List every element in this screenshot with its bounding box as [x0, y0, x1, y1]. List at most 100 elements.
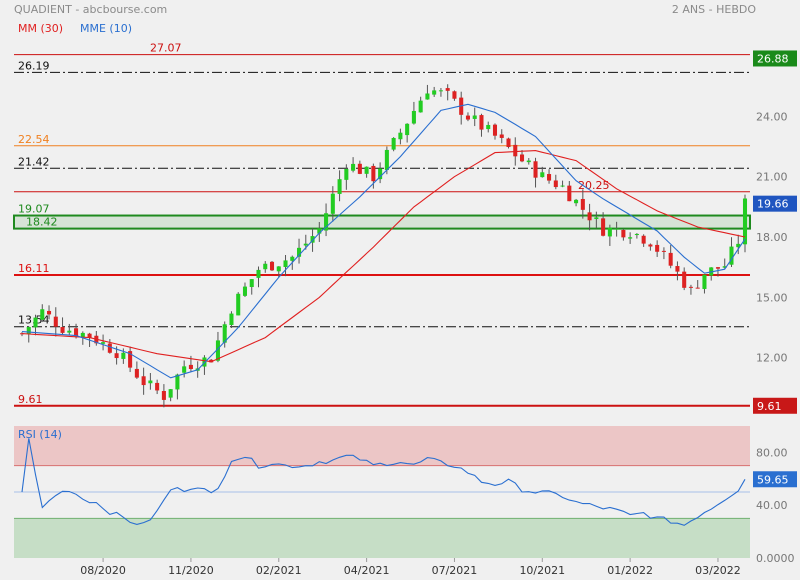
candle-body [594, 217, 599, 220]
zone-bottom-label: 18.42 [26, 216, 58, 229]
candle-body [418, 100, 423, 113]
candle-body [242, 286, 248, 296]
rsi-title: RSI (14) [18, 428, 62, 441]
candle-body [601, 218, 606, 236]
candle-body [351, 163, 356, 171]
candle-body [297, 247, 302, 257]
level-label: 16.11 [18, 262, 50, 275]
candle-body [425, 93, 430, 100]
level-label: 21.42 [18, 155, 50, 168]
rsi-tick-label: 80.00 [756, 446, 788, 459]
candle-body [628, 237, 633, 239]
candle-body [574, 199, 579, 204]
candle-body [222, 324, 227, 343]
candle-body [87, 333, 92, 338]
price-tick-label: 12.00 [756, 352, 788, 365]
candle-body [540, 172, 545, 178]
candle-body [533, 161, 538, 178]
candle-body [80, 332, 85, 338]
candle-body [675, 266, 680, 272]
candle-body [567, 185, 572, 202]
candle-body [405, 123, 410, 136]
rsi-overbought-band [14, 426, 750, 466]
candle-body [182, 366, 187, 373]
candle-body [148, 380, 153, 384]
candle-body [371, 165, 376, 182]
candle-body [472, 115, 477, 119]
candle-body [526, 160, 531, 163]
x-tick-label: 03/2022 [695, 564, 741, 577]
zone-top-label: 19.07 [18, 203, 50, 216]
level-label: 26.19 [18, 59, 50, 72]
price-tick-label: 15.00 [756, 291, 788, 304]
price-badge [753, 50, 797, 67]
candle-body [668, 252, 673, 266]
rsi-oversold-band [14, 518, 750, 558]
chart-period: 2 ANS - HEBDO [671, 3, 756, 16]
candle-body [168, 389, 173, 398]
candle-body [155, 382, 160, 391]
candle-body [344, 168, 349, 180]
candle-body [729, 246, 734, 265]
candle-body [107, 343, 112, 353]
candle-body [384, 149, 389, 171]
candle-body [209, 359, 214, 363]
candle-body [682, 271, 687, 288]
rsi-badge [753, 471, 797, 488]
candle-body [317, 228, 322, 234]
candle-body [141, 376, 146, 386]
level-label: 22.54 [18, 133, 50, 146]
candle-body [614, 228, 619, 230]
candle-body [452, 91, 457, 99]
price-tick-label: 21.00 [756, 171, 788, 184]
candle-body [655, 244, 660, 252]
candle-body [60, 327, 65, 333]
candle-body [40, 309, 45, 320]
candle-body [391, 137, 396, 150]
candle-body [479, 115, 484, 130]
candle-body [290, 256, 295, 261]
x-tick-label: 04/2021 [344, 564, 390, 577]
candle-body [661, 250, 666, 252]
candle-body [101, 342, 106, 344]
candle-body [445, 88, 450, 91]
candle-body [438, 90, 443, 92]
candle-body [161, 390, 166, 400]
rsi-tick-label: 0.0000 [756, 552, 795, 565]
candle-body [33, 317, 38, 328]
candle-body [283, 260, 288, 268]
rsi-badge-label: 59.65 [757, 473, 789, 486]
level-label: 20.25 [578, 179, 610, 192]
x-tick-label: 01/2022 [607, 564, 653, 577]
candle-body [641, 235, 646, 244]
mm30-line [21, 150, 746, 363]
candle-body [364, 166, 369, 174]
candle-body [114, 353, 119, 359]
candle-body [465, 115, 470, 120]
candle-body [310, 236, 315, 243]
legend-mm: MM (30) [18, 22, 64, 35]
candle-body [378, 168, 383, 180]
price-tick-label: 24.00 [756, 110, 788, 123]
price-badge-label: 19.66 [757, 198, 789, 211]
x-tick-label: 07/2021 [432, 564, 478, 577]
mme10-line [21, 103, 746, 379]
candle-body [607, 227, 612, 237]
level-label: 9.61 [18, 393, 43, 406]
candle-body [188, 364, 193, 370]
level-label: 27.07 [150, 42, 182, 55]
candle-body [432, 90, 437, 95]
candle-body [411, 110, 416, 124]
price-badge-label: 26.88 [757, 52, 789, 65]
price-badge [753, 195, 797, 212]
candle-body [506, 138, 511, 148]
x-tick-label: 11/2020 [168, 564, 214, 577]
candle-body [702, 274, 707, 289]
candle-body [547, 174, 552, 181]
candle-body [688, 286, 693, 288]
x-tick-label: 08/2020 [80, 564, 126, 577]
candle-body [742, 198, 748, 245]
candle-body [324, 213, 329, 231]
candle-body [560, 185, 565, 187]
